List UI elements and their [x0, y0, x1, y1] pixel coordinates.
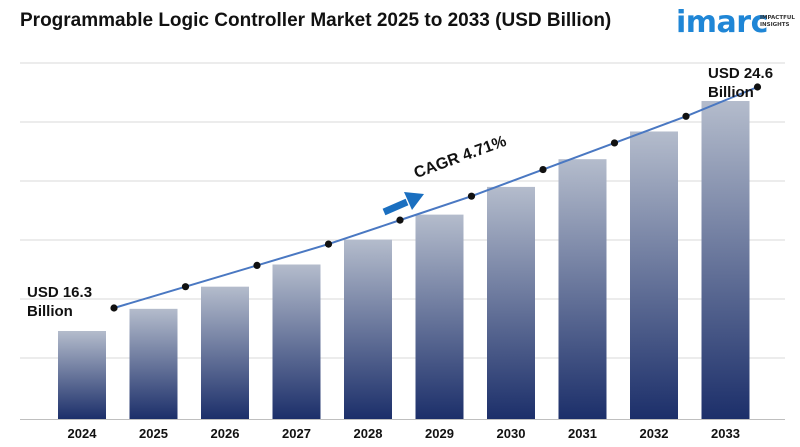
cagr-arrow [382, 192, 424, 216]
x-tick-label: 2024 [68, 426, 98, 441]
x-axis-labels: 2024 2025 2026 2027 2028 2029 2030 2031 2032 2033 [68, 426, 740, 441]
trend-marker-2027 [324, 240, 333, 248]
x-tick-label: 2027 [282, 426, 311, 441]
bar-2027 [272, 264, 321, 419]
trend-marker-2031 [610, 139, 619, 147]
bar-2031 [558, 159, 607, 420]
bar-2025 [129, 308, 178, 419]
bar-2033 [701, 101, 750, 419]
first-value-line2: Billion [27, 303, 73, 320]
x-tick-label: 2031 [568, 426, 597, 441]
x-tick-label: 2033 [711, 426, 740, 441]
x-tick-label: 2028 [354, 426, 383, 441]
trend-marker-2032 [682, 112, 690, 120]
logo-wordmark: imarc [676, 5, 768, 40]
logo-tagline-line1: IMPACTFUL [760, 15, 795, 21]
imarc-logo: imarc IMPACTFUL INSIGHTS [676, 5, 795, 42]
cagr-arrow-shaft [382, 198, 409, 216]
bars [58, 101, 750, 420]
bar-2032 [630, 131, 678, 419]
logo-tagline-line2: INSIGHTS [760, 22, 790, 28]
trend-line [110, 83, 762, 312]
trend-marker-2029 [467, 192, 476, 200]
x-tick-label: 2029 [425, 426, 454, 441]
first-value-annotation: USD 16.3 Billion [27, 283, 92, 321]
bar-2028 [344, 239, 392, 419]
last-value-annotation: USD 24.6 Billion [708, 64, 773, 102]
x-tick-label: 2026 [211, 426, 240, 441]
trend-polyline [113, 86, 758, 309]
trend-marker-2028 [396, 216, 404, 224]
bar-2024 [58, 331, 106, 419]
trend-marker-2033 [753, 83, 762, 91]
chart-title: Programmable Logic Controller Market 202… [20, 10, 612, 31]
last-value-line2: Billion [708, 84, 754, 101]
last-value-line1: USD 24.6 [708, 65, 774, 82]
trend-marker-2026 [253, 261, 261, 269]
bar-2026 [201, 286, 249, 419]
bar-2030 [487, 186, 535, 419]
bar-2029 [415, 214, 464, 419]
x-tick-label: 2025 [139, 426, 168, 441]
x-tick-label: 2032 [640, 426, 669, 441]
x-tick-label: 2030 [497, 426, 526, 441]
trend-marker-2025 [181, 283, 190, 291]
logo-tagline: IMPACTFUL INSIGHTS [760, 15, 795, 29]
trend-marker-2030 [539, 165, 547, 174]
cagr-arrow-head [404, 192, 424, 210]
first-value-line1: USD 16.3 [27, 284, 93, 301]
trend-marker-2024 [110, 304, 118, 312]
